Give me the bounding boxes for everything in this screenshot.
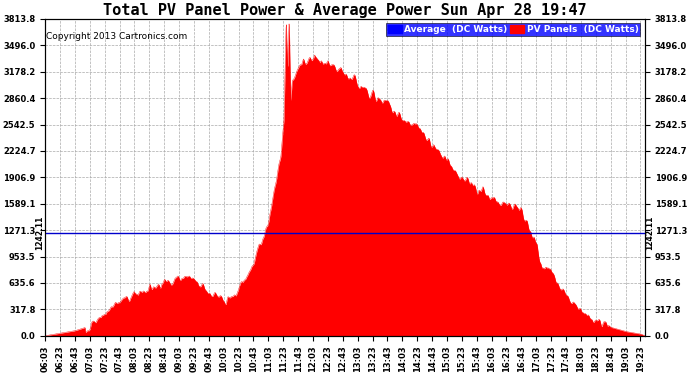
Title: Total PV Panel Power & Average Power Sun Apr 28 19:47: Total PV Panel Power & Average Power Sun… xyxy=(104,3,586,18)
Text: 1242.11: 1242.11 xyxy=(35,215,45,250)
Text: 1242.11: 1242.11 xyxy=(645,215,655,250)
Legend: Average  (DC Watts), PV Panels  (DC Watts): Average (DC Watts), PV Panels (DC Watts) xyxy=(386,24,640,36)
Text: Copyright 2013 Cartronics.com: Copyright 2013 Cartronics.com xyxy=(46,32,188,40)
